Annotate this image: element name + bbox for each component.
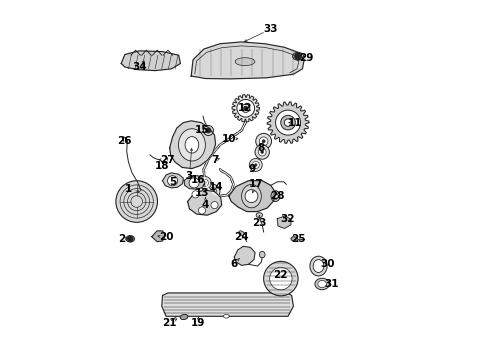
Text: 29: 29 (299, 53, 313, 63)
Text: 18: 18 (155, 161, 170, 171)
Circle shape (275, 110, 300, 135)
Circle shape (168, 176, 177, 186)
Circle shape (281, 115, 295, 130)
Text: 12: 12 (238, 103, 252, 113)
Text: 24: 24 (234, 232, 249, 242)
Circle shape (201, 179, 208, 186)
Circle shape (189, 178, 199, 188)
Circle shape (206, 128, 211, 133)
Circle shape (198, 176, 211, 189)
Circle shape (203, 126, 214, 135)
Text: 32: 32 (281, 215, 295, 224)
Ellipse shape (273, 193, 278, 199)
Circle shape (255, 145, 270, 159)
Text: 25: 25 (292, 234, 306, 244)
Circle shape (244, 106, 248, 110)
Ellipse shape (259, 251, 265, 258)
Text: 11: 11 (288, 118, 302, 128)
Text: 3: 3 (186, 171, 193, 181)
Text: 4: 4 (202, 200, 209, 210)
Circle shape (270, 267, 292, 290)
Circle shape (203, 181, 206, 184)
Text: 10: 10 (221, 134, 236, 144)
Text: 7: 7 (211, 155, 218, 165)
Circle shape (245, 190, 258, 203)
Circle shape (237, 99, 255, 117)
Polygon shape (267, 102, 309, 143)
Text: 17: 17 (248, 179, 263, 189)
Circle shape (259, 137, 268, 145)
Text: 19: 19 (191, 319, 206, 328)
Text: 28: 28 (270, 191, 285, 201)
Ellipse shape (313, 260, 324, 273)
Text: 2: 2 (118, 234, 125, 244)
Text: 21: 21 (163, 319, 177, 328)
Text: 1: 1 (125, 184, 132, 194)
Polygon shape (122, 51, 180, 71)
Ellipse shape (180, 314, 188, 320)
Circle shape (198, 207, 205, 214)
Circle shape (192, 191, 199, 198)
Ellipse shape (178, 129, 205, 161)
Circle shape (254, 164, 257, 166)
Polygon shape (277, 216, 291, 228)
Circle shape (261, 150, 264, 153)
Circle shape (252, 161, 259, 168)
Text: 26: 26 (118, 136, 132, 145)
Ellipse shape (315, 278, 329, 290)
Polygon shape (184, 176, 205, 189)
Ellipse shape (185, 136, 199, 153)
Ellipse shape (310, 256, 327, 276)
Text: 31: 31 (324, 279, 338, 289)
Text: 9: 9 (248, 164, 256, 174)
Polygon shape (162, 293, 294, 316)
Polygon shape (170, 121, 216, 168)
Text: 15: 15 (195, 125, 209, 135)
Circle shape (209, 188, 217, 195)
Text: 33: 33 (263, 24, 277, 35)
Ellipse shape (291, 237, 298, 242)
Ellipse shape (235, 58, 255, 66)
Text: 5: 5 (170, 177, 177, 187)
Circle shape (249, 158, 262, 171)
Circle shape (294, 53, 302, 60)
Polygon shape (232, 95, 259, 122)
Text: 34: 34 (132, 62, 147, 72)
Text: 14: 14 (209, 182, 223, 192)
Text: 23: 23 (252, 218, 267, 228)
Ellipse shape (318, 280, 326, 288)
Text: 20: 20 (159, 232, 173, 242)
Polygon shape (152, 231, 166, 242)
Circle shape (205, 184, 220, 199)
Polygon shape (229, 181, 275, 212)
Text: 16: 16 (191, 175, 206, 185)
Ellipse shape (242, 184, 261, 208)
Polygon shape (234, 246, 255, 265)
Text: 22: 22 (273, 270, 288, 280)
Circle shape (262, 140, 265, 143)
Circle shape (264, 261, 298, 296)
Ellipse shape (271, 191, 280, 202)
Ellipse shape (256, 213, 263, 218)
Text: 30: 30 (320, 259, 335, 269)
Text: 6: 6 (231, 259, 238, 269)
Polygon shape (163, 173, 183, 188)
Circle shape (256, 134, 271, 149)
Polygon shape (191, 42, 304, 79)
Circle shape (284, 119, 292, 126)
Text: 13: 13 (195, 188, 209, 198)
Polygon shape (188, 190, 221, 215)
Ellipse shape (293, 52, 303, 60)
Circle shape (116, 181, 157, 222)
Text: 8: 8 (258, 143, 265, 153)
Circle shape (258, 148, 266, 156)
Text: 27: 27 (161, 155, 175, 165)
Circle shape (211, 202, 218, 209)
Circle shape (127, 236, 133, 242)
Ellipse shape (223, 315, 229, 318)
Ellipse shape (126, 235, 135, 242)
Circle shape (211, 190, 214, 193)
Circle shape (242, 104, 250, 112)
Ellipse shape (239, 231, 244, 235)
